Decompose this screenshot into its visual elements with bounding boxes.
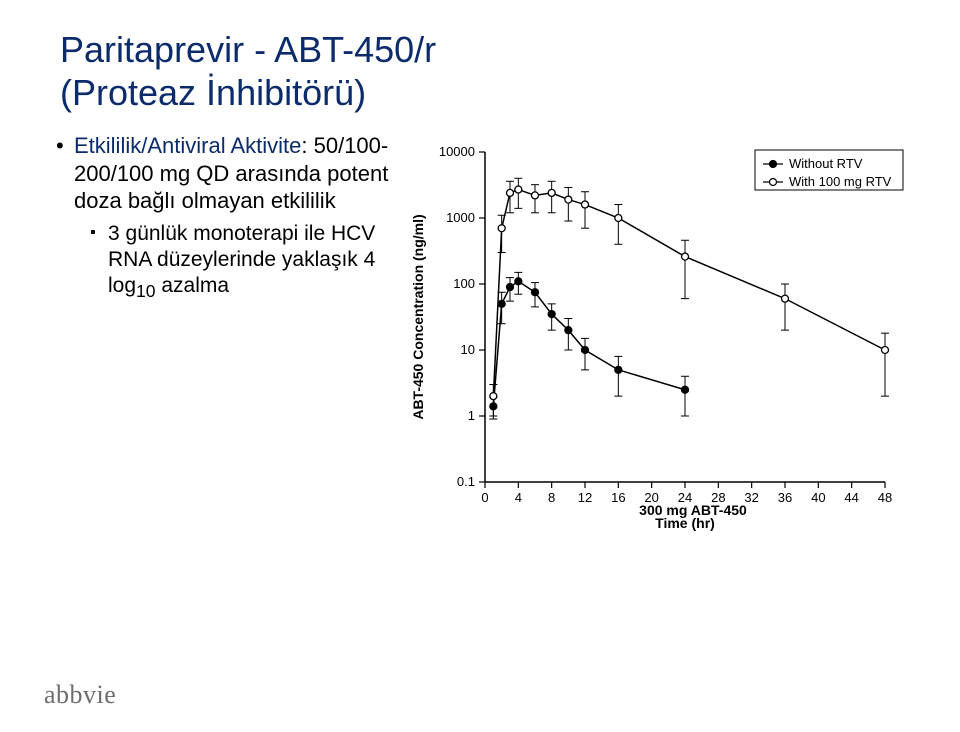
svg-text:0.1: 0.1 bbox=[457, 474, 475, 489]
svg-text:100: 100 bbox=[453, 276, 475, 291]
abbvie-logo: abbvie bbox=[44, 680, 116, 710]
svg-text:4: 4 bbox=[515, 490, 522, 505]
svg-text:44: 44 bbox=[844, 490, 858, 505]
slide-title: Paritaprevir - ABT-450/r (Proteaz İnhibi… bbox=[60, 28, 920, 114]
svg-text:8: 8 bbox=[548, 490, 555, 505]
svg-text:10000: 10000 bbox=[439, 144, 475, 159]
bullet-1-highlight: Etkililik/Antiviral Aktivite bbox=[74, 133, 301, 158]
svg-text:With 100 mg RTV: With 100 mg RTV bbox=[789, 174, 892, 189]
bullet-list: Etkililik/Antiviral Aktivite: 50/100-200… bbox=[60, 132, 400, 313]
svg-text:12: 12 bbox=[578, 490, 592, 505]
title-line-1: Paritaprevir - ABT-450/r bbox=[60, 28, 920, 71]
svg-text:36: 36 bbox=[778, 490, 792, 505]
title-line-2: (Proteaz İnhibitörü) bbox=[60, 71, 920, 114]
pk-chart: 0.11101001000100000481216202428323640444… bbox=[400, 132, 920, 552]
svg-text:16: 16 bbox=[611, 490, 625, 505]
svg-text:1: 1 bbox=[468, 408, 475, 423]
svg-text:10: 10 bbox=[461, 342, 475, 357]
svg-text:0: 0 bbox=[481, 490, 488, 505]
svg-text:40: 40 bbox=[811, 490, 825, 505]
bullet-1: Etkililik/Antiviral Aktivite: 50/100-200… bbox=[60, 132, 400, 303]
bullet-2: 3 günlük monoterapi ile HCV RNA düzeyler… bbox=[94, 221, 400, 304]
svg-text:Without RTV: Without RTV bbox=[789, 156, 863, 171]
svg-text:1000: 1000 bbox=[446, 210, 475, 225]
svg-text:300 mg ABT-450: 300 mg ABT-450 bbox=[639, 502, 747, 518]
svg-text:48: 48 bbox=[878, 490, 892, 505]
svg-text:ABT-450 Concentration (ng/ml): ABT-450 Concentration (ng/ml) bbox=[410, 215, 426, 420]
